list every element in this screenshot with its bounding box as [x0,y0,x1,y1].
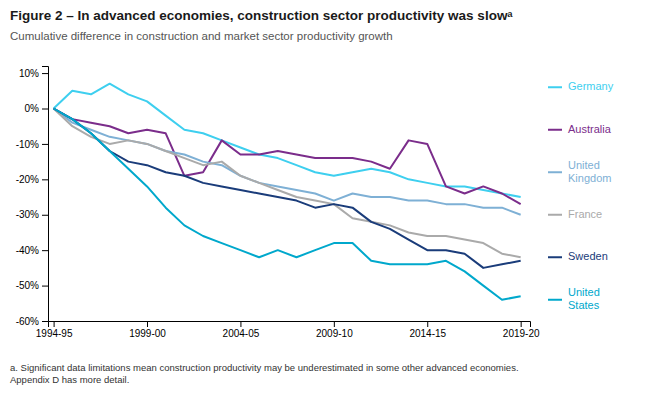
tick-label: 10% [19,68,39,79]
tick: -20% [16,174,48,185]
tick-mark [42,109,48,110]
tick-mark [147,321,148,327]
y-axis: 10% 0% -10% -20% -30% -40% -50% -60% [16,67,49,327]
legend-label: Sweden [568,250,608,262]
tick: 2009-10 [316,321,353,339]
tick-label: -40% [16,245,39,256]
axis-line [42,67,49,322]
subtitle: Cumulative difference in construction an… [10,30,393,42]
lines [54,84,521,300]
legend-item: Germany [548,80,614,92]
legend-swatch [548,214,562,216]
tick-mark [42,250,48,251]
axis-line [49,322,531,328]
legend: Germany Australia UnitedKingdom France Swede… [548,80,614,311]
tick: -40% [16,245,48,256]
legend-label: Australia [568,123,612,135]
legend-item: Australia [548,123,612,135]
tick-mark [42,286,48,287]
tick-label: -60% [16,316,39,327]
legend-label: UnitedStates [568,286,600,311]
tick: 2004-05 [223,321,260,339]
tick-label: 2014-15 [409,328,446,339]
tick-label: -10% [16,139,39,150]
tick: -60% [16,316,48,327]
series-line [54,109,521,258]
tick-mark [42,215,48,216]
tick-label: 2004-05 [223,328,260,339]
tick: 10% [19,68,48,79]
tick-label: -20% [16,174,39,185]
legend-item: Sweden [548,250,608,262]
tick-label: 1994-95 [36,328,73,339]
legend-item: France [548,208,602,220]
tick: -50% [16,280,48,291]
tick-label: 2019-20 [503,328,540,339]
tick-mark [42,144,48,145]
tick-mark [521,321,522,327]
tick-mark [427,321,428,327]
legend-label: France [568,208,602,220]
tick: -10% [16,139,48,150]
tick-label: -50% [16,280,39,291]
legend-swatch [548,129,562,131]
tick-mark [42,73,48,74]
tick-mark [42,321,48,322]
tick-label: 2009-10 [316,328,353,339]
series-line [54,109,521,268]
tick: 1999-00 [129,321,166,339]
tick: 2014-15 [409,321,446,339]
tick-label: 0% [25,103,40,114]
chart: Figure 2 – In advanced economies, constr… [0,0,660,399]
x-axis: 1994-95 1999-00 2004-05 2009-10 2014-15 2019-… [36,321,540,339]
plot-area: 1994-95 1999-00 2004-05 2009-10 2014-15 2019-… [16,67,540,340]
tick: 0% [25,103,48,114]
legend-item: UnitedStates [548,286,600,311]
tick-label: -30% [16,209,39,220]
tick-mark [54,321,55,327]
title: Figure 2 – In advanced economies, constr… [10,8,513,23]
tick-mark [42,179,48,180]
legend-swatch [548,256,562,258]
series-line [54,109,521,300]
legend-label: Germany [568,80,614,92]
tick: -30% [16,209,48,220]
tick: 1994-95 [36,321,73,339]
series-line [54,109,521,205]
tick: 2019-20 [503,321,540,339]
tick-mark [334,321,335,327]
legend-swatch [548,171,562,173]
footnote: a. Significant data limitations mean con… [10,362,519,385]
legend-swatch [548,86,562,88]
tick-label: 1999-00 [129,328,166,339]
legend-label: UnitedKingdom [568,159,611,184]
tick-mark [240,321,241,327]
legend-item: UnitedKingdom [548,159,611,184]
legend-swatch [548,299,562,301]
